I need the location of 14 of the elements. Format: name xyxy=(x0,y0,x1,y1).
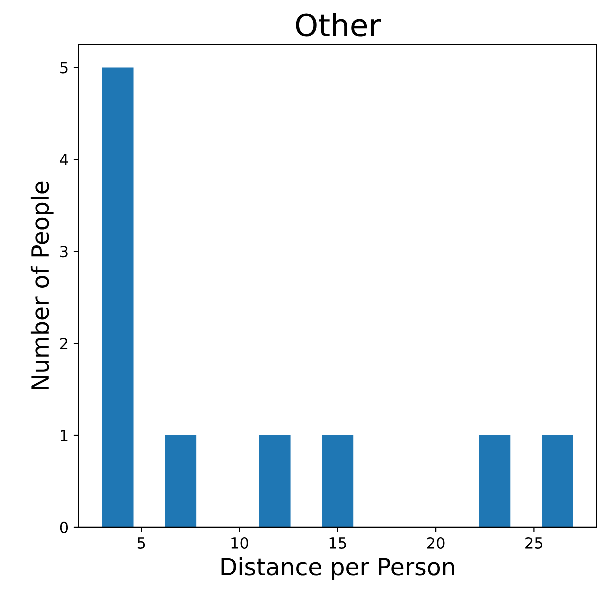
y-tick-label: 1 xyxy=(61,430,68,442)
y-tick-label: 5 xyxy=(60,62,68,74)
x-tick-label: 20 xyxy=(427,537,445,550)
y-tick-label: 0 xyxy=(60,522,68,534)
y-tick-label: 3 xyxy=(60,246,68,258)
x-tick-label: 25 xyxy=(526,537,543,550)
x-tick-label: 5 xyxy=(138,538,146,550)
x-axis-title: Distance per Person xyxy=(222,558,454,580)
y-tick-label: 4 xyxy=(60,154,68,166)
y-axis-title: Number of People xyxy=(30,182,54,390)
chart-title: Other xyxy=(296,13,382,37)
y-tick-label: 2 xyxy=(60,338,68,350)
x-tick-label: 10 xyxy=(232,537,248,550)
x-tick-label: 15 xyxy=(330,538,346,550)
